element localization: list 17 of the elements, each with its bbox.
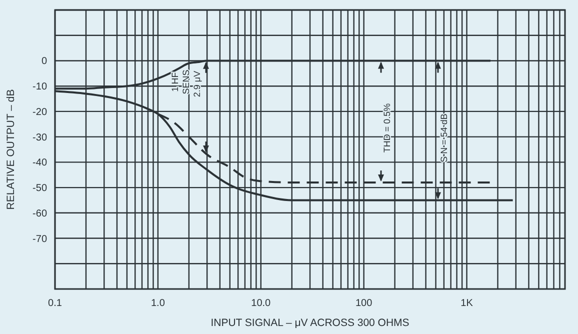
y-tick-label: -10 <box>32 82 48 93</box>
x-tick-label: 1.0 <box>150 298 166 309</box>
y-tick-label: -20 <box>32 106 48 118</box>
y-axis-title: RELATIVE OUTPUT – dB <box>5 89 17 210</box>
annotation: THD = 0.5% <box>382 103 392 153</box>
y-tick-label: -50 <box>32 183 48 194</box>
x-tick-label: 10.0 <box>251 298 272 309</box>
y-tick-label: -70 <box>32 234 48 245</box>
y-tick-label: 0 <box>41 56 48 68</box>
x-tick-label: 100 <box>355 298 373 309</box>
annotation: 1 HF <box>170 72 180 92</box>
y-tick-label: -30 <box>32 132 48 144</box>
y-tick-label: -40 <box>32 158 48 169</box>
x-tick-label: 1K <box>460 298 474 309</box>
x-tick-label: 0.1 <box>48 298 62 309</box>
y-tick-label: -60 <box>32 208 48 220</box>
x-axis-title: INPUT SIGNAL – μV ACROSS 300 OHMS <box>210 317 410 329</box>
